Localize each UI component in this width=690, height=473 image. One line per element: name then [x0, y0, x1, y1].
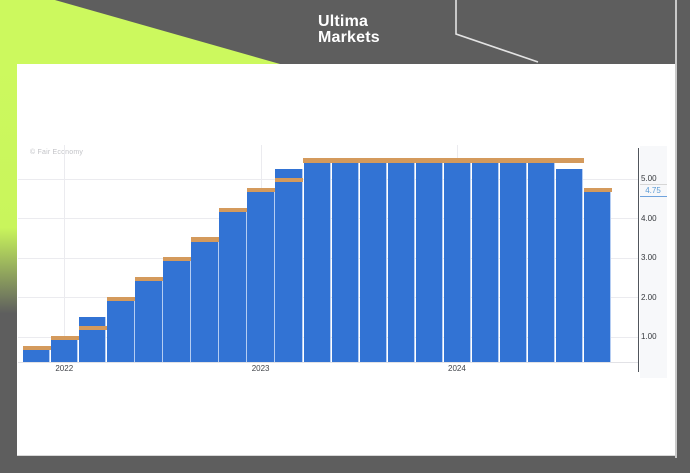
brand-name-line1: Ultima: [318, 13, 369, 30]
rate-bar[interactable]: [23, 346, 51, 362]
forecast-marker: [443, 158, 472, 163]
vertical-edge-line: [675, 0, 677, 458]
y-axis-tick-label: 5.00: [641, 174, 657, 183]
forecast-marker: [471, 158, 500, 163]
forecast-marker: [22, 345, 52, 351]
y-axis-line: [638, 148, 640, 372]
forecast-marker: [219, 207, 248, 212]
forecast-marker: [275, 178, 304, 183]
rate-bar[interactable]: [584, 188, 612, 362]
rate-bar[interactable]: [219, 208, 247, 362]
forecast-marker: [191, 237, 220, 242]
rate-bar[interactable]: [555, 169, 584, 362]
rate-bar[interactable]: [247, 188, 275, 362]
forecast-marker: [415, 158, 444, 163]
y-axis-tick-label: 3.00: [641, 253, 657, 262]
forecast-marker: [387, 158, 416, 163]
y-axis-tick-label: 4.00: [641, 213, 657, 223]
forecast-marker: [162, 257, 192, 262]
left-gradient-strip: [0, 64, 17, 473]
forecast-marker: [555, 158, 584, 163]
rate-bar[interactable]: [415, 159, 444, 362]
rate-bar[interactable]: [443, 159, 472, 362]
chevron-outline-shape: [455, 0, 539, 63]
rate-bar[interactable]: [51, 337, 79, 362]
rate-bar[interactable]: [359, 159, 387, 362]
current-value-label: 4.75: [639, 184, 667, 197]
rate-bar[interactable]: [387, 159, 416, 362]
forecast-marker: [499, 158, 528, 163]
rate-bar[interactable]: [499, 159, 528, 362]
rate-bar[interactable]: [331, 159, 359, 362]
rate-bar[interactable]: [191, 238, 219, 362]
x-axis-year-label: 2022: [55, 364, 74, 373]
x-axis-line: [18, 361, 638, 363]
forecast-marker: [247, 187, 276, 193]
x-axis-year-label: 2023: [251, 364, 270, 373]
forecast-marker: [106, 296, 136, 301]
forecast-marker: [134, 276, 164, 282]
brand-name: Ultima Markets: [318, 14, 380, 45]
rate-bar[interactable]: [275, 169, 303, 362]
rate-bar[interactable]: [303, 159, 331, 362]
rate-bar[interactable]: [471, 159, 500, 362]
rate-bar[interactable]: [135, 277, 163, 362]
forecast-marker: [78, 326, 108, 331]
ultima-markets-logo: Ultima Markets: [288, 10, 448, 54]
forecast-marker: [303, 158, 332, 163]
forecast-marker: [50, 336, 80, 341]
rate-bar[interactable]: [527, 159, 556, 362]
rate-bar[interactable]: [107, 297, 135, 362]
x-axis-year-label: 2024: [448, 364, 466, 373]
forecast-marker: [527, 158, 556, 163]
y-axis-tick-label: 2.00: [641, 292, 657, 302]
forecast-marker: [583, 187, 613, 193]
year-gridline: [64, 145, 66, 362]
rate-bar[interactable]: [79, 317, 107, 362]
brand-name-line2: Markets: [318, 28, 380, 46]
rate-bar[interactable]: [163, 258, 191, 362]
forecast-marker: [359, 158, 388, 163]
watermark: © Fair Economy: [30, 149, 84, 156]
y-axis-tick-label: 1.00: [641, 332, 657, 341]
forecast-marker: [331, 158, 360, 163]
